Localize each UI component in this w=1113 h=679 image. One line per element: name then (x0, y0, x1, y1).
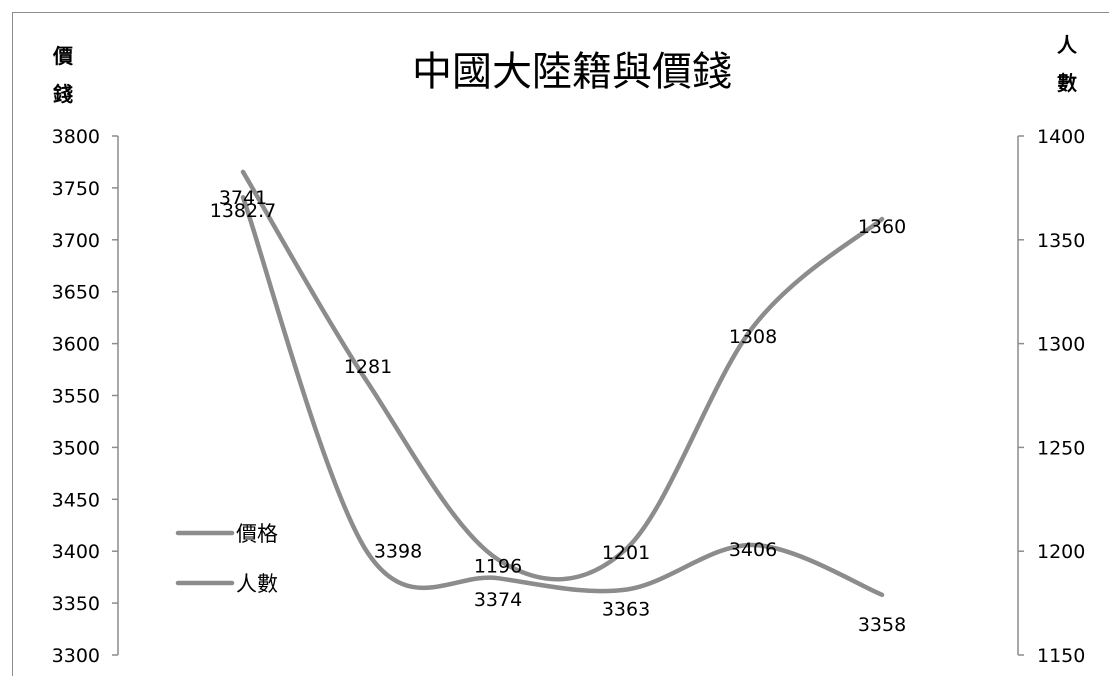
series-line-count (240, 169, 885, 582)
y2-axis-title-char: 數 (1057, 71, 1077, 95)
right-tick-label: 1150 (1037, 645, 1085, 667)
chart-title: 中國大陸籍與價錢 (412, 49, 732, 95)
left-tick-label: 3500 (52, 437, 100, 459)
series-line-price (240, 194, 885, 598)
right-tick-label: 1400 (1037, 126, 1085, 148)
legend-label: 人數 (236, 572, 278, 596)
data-label: 1382.7 (210, 200, 276, 222)
data-label: 3358 (858, 614, 906, 636)
series-lines (240, 169, 885, 598)
left-tick-label: 3550 (52, 386, 100, 408)
y-axis-title: 價錢 (52, 44, 74, 106)
left-tick-label: 3700 (52, 230, 100, 252)
left-tick-label: 3750 (52, 178, 100, 200)
left-tick-label: 3350 (52, 593, 100, 615)
data-labels: 3741 3398 3374 3363 3406 3358 1382.7 1281 1196 12… (210, 187, 906, 636)
data-label: 1281 (344, 356, 392, 378)
y2-axis-title: 人數 (1057, 33, 1078, 95)
right-tick-label: 1300 (1037, 334, 1085, 356)
chart-frame (12, 12, 1109, 676)
right-axis: 1400 1350 1300 1250 1200 1150 (1017, 126, 1085, 667)
left-tick-label: 3800 (52, 126, 100, 148)
left-tick-label: 3450 (52, 489, 100, 511)
data-label: 3363 (602, 599, 650, 621)
right-tick-label: 1250 (1037, 437, 1085, 459)
left-axis: 3800 3750 3700 3650 3600 3550 3500 3450 3400 3350… (52, 126, 119, 667)
left-tick-label: 3400 (52, 541, 100, 563)
data-label: 1360 (858, 216, 906, 238)
left-tick-label: 3650 (52, 282, 100, 304)
data-label: 3398 (374, 540, 422, 562)
data-label: 3406 (729, 539, 777, 561)
right-tick-label: 1200 (1037, 541, 1085, 563)
data-label: 1196 (474, 556, 522, 578)
data-label: 3374 (474, 589, 522, 611)
left-tick-label: 3300 (52, 645, 100, 667)
right-tick-label: 1350 (1037, 230, 1085, 252)
data-label: 3741 (219, 187, 267, 209)
data-label: 1201 (602, 542, 650, 564)
y2-axis-title-char: 人 (1057, 33, 1078, 57)
y-axis-title-char: 價 (52, 44, 74, 68)
data-label: 1308 (729, 326, 777, 348)
y-axis-title-char: 錢 (53, 82, 73, 106)
left-tick-label: 3600 (52, 334, 100, 356)
legend-label: 價格 (236, 522, 278, 546)
